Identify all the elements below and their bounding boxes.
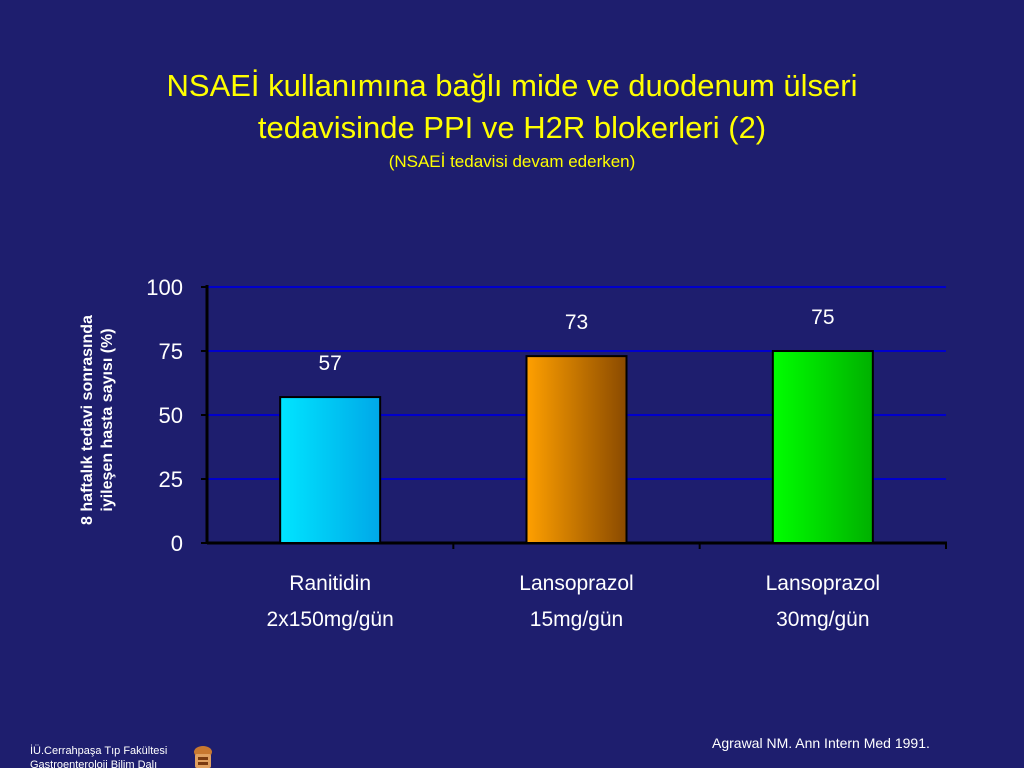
institution-logo-icon xyxy=(194,746,212,768)
category-label-1-line-2: 15mg/gün xyxy=(530,608,623,631)
bar-2 xyxy=(771,350,874,544)
data-label-2: 75 xyxy=(811,306,834,329)
y-tick-label-100: 100 xyxy=(146,275,183,300)
category-label-0-line-2: 2x150mg/gün xyxy=(267,608,394,631)
citation: Agrawal NM. Ann Intern Med 1991. xyxy=(712,735,930,751)
y-axis-label-line-2: iyileşen hasta sayısı (%) xyxy=(99,328,116,512)
category-label-2-line-1: Lansoprazol xyxy=(766,572,880,595)
category-label-1-line-1: Lansoprazol xyxy=(519,572,633,595)
institution-line-1: İÜ.Cerrahpaşa Tıp Fakültesi xyxy=(30,745,168,757)
institution-footer: İÜ.Cerrahpaşa Tıp Fakültesi Gastroentero… xyxy=(30,744,167,768)
slide-subtitle: (NSAEİ tedavisi devam ederken) xyxy=(388,152,636,171)
y-tick-label-50: 50 xyxy=(159,403,183,428)
slide-title-line-1: NSAEİ kullanımına bağlı mide ve duodenum… xyxy=(166,68,858,103)
data-label-0: 57 xyxy=(318,352,341,375)
slide-title-line-2: tedavisinde PPI ve H2R blokerleri (2) xyxy=(257,110,767,145)
category-label-2-line-2: 30mg/gün xyxy=(776,608,869,631)
category-label-0-line-1: Ranitidin xyxy=(289,572,371,595)
bars xyxy=(279,350,874,544)
bar-0 xyxy=(279,396,382,544)
y-tick-label-75: 75 xyxy=(159,339,183,364)
bar-1 xyxy=(525,355,628,544)
y-axis-label: 8 haftalık tedavi sonrasında iyileşen ha… xyxy=(58,290,138,550)
labels: 0 25 50 75 100 57 Ranitidin 2x150mg/gün 73 Lansop… xyxy=(146,275,880,631)
y-axis-label-line-1: 8 haftalık tedavi sonrasında xyxy=(79,315,96,525)
institution-line-2: Gastroenteroloji Bilim Dalı xyxy=(30,759,158,768)
y-tick-label-25: 25 xyxy=(159,467,183,492)
y-tick-label-0: 0 xyxy=(171,531,183,556)
data-label-1: 73 xyxy=(565,311,588,334)
